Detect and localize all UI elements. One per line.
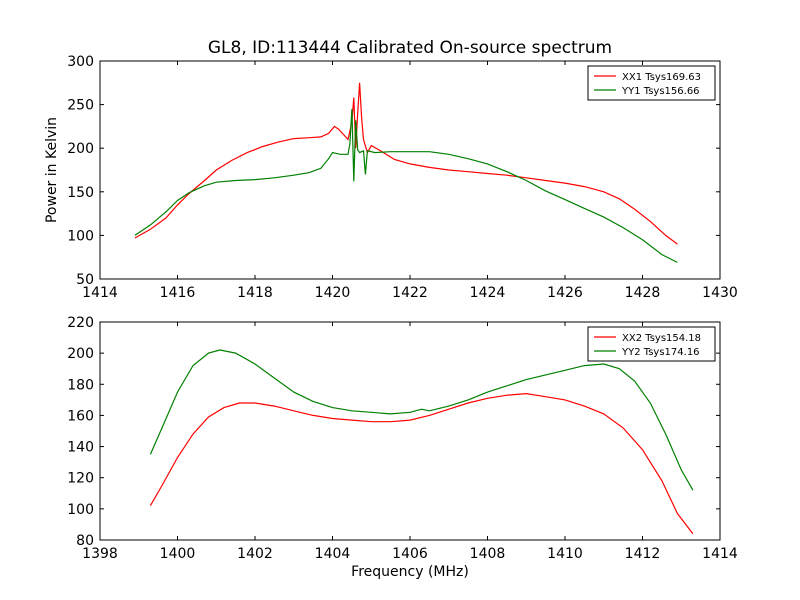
y-tick-label-bottom: 100 xyxy=(67,502,94,518)
x-tick-label-bottom: 1402 xyxy=(237,546,273,562)
y-tick-label-bottom: 220 xyxy=(67,315,94,331)
y-tick-label-top: 100 xyxy=(67,228,94,244)
y-tick-label-bottom: 160 xyxy=(67,408,94,424)
x-tick-label-bottom: 1414 xyxy=(702,546,738,562)
y-tick-label-bottom: 140 xyxy=(67,440,94,456)
y-tick-label-top: 200 xyxy=(67,141,94,157)
x-tick-label-bottom: 1406 xyxy=(392,546,428,562)
y-tick-label-top: 50 xyxy=(76,272,94,288)
y-axis-label-top: Power in Kelvin xyxy=(44,117,60,223)
y-tick-label-top: 150 xyxy=(67,185,94,201)
x-tick-label-top: 1430 xyxy=(702,285,738,301)
x-tick-label-top: 1420 xyxy=(315,285,351,301)
series-line-bottom-2 xyxy=(149,349,694,491)
x-tick-label-bottom: 1412 xyxy=(625,546,661,562)
plot-panel-top: 1414 1416 1418 1420 1422 1424 1426 1428 1430 50 10… xyxy=(67,54,738,301)
x-tick-label-bottom: 1400 xyxy=(160,546,196,562)
legend-label-top-1: XX1 Tsys169.63 xyxy=(622,72,701,83)
y-tick-label-bottom: 180 xyxy=(67,377,94,393)
series-line-bottom-1 xyxy=(149,392,694,535)
x-axis-label-bottom: Frequency (MHz) xyxy=(351,564,469,580)
x-tick-label-top: 1422 xyxy=(392,285,428,301)
x-tick-label-top: 1414 xyxy=(82,285,118,301)
y-tick-label-bottom: 80 xyxy=(76,533,94,549)
y-tick-label-bottom: 120 xyxy=(67,471,94,487)
x-tick-label-top: 1426 xyxy=(547,285,583,301)
series-line-top-1 xyxy=(134,82,678,245)
legend-label-bottom-2: YY2 Tsys174.16 xyxy=(621,347,700,358)
legend-box-bottom xyxy=(587,326,716,362)
x-tick-label-top: 1428 xyxy=(625,285,661,301)
x-tick-label-bottom: 1398 xyxy=(82,546,118,562)
y-tick-label-top: 250 xyxy=(67,98,94,114)
legend-label-bottom-1: XX2 Tsys154.18 xyxy=(622,333,701,344)
legend-box-top xyxy=(587,65,716,101)
y-tick-label-bottom: 200 xyxy=(67,346,94,362)
series-line-top-2 xyxy=(134,108,678,263)
x-tick-label-bottom: 1410 xyxy=(547,546,583,562)
chart-title: GL8, ID:113444 Calibrated On-source spec… xyxy=(208,38,612,58)
x-tick-label-bottom: 1404 xyxy=(315,546,351,562)
x-tick-label-top: 1424 xyxy=(470,285,506,301)
x-tick-label-top: 1416 xyxy=(160,285,196,301)
x-tick-label-bottom: 1408 xyxy=(470,546,506,562)
y-tick-label-top: 300 xyxy=(67,54,94,70)
x-tick-label-top: 1418 xyxy=(237,285,273,301)
plot-panel-bottom: 1398 1400 1402 1404 1406 1408 1410 1412 1414 80 10… xyxy=(67,315,738,562)
legend-label-top-2: YY1 Tsys156.66 xyxy=(621,86,700,97)
